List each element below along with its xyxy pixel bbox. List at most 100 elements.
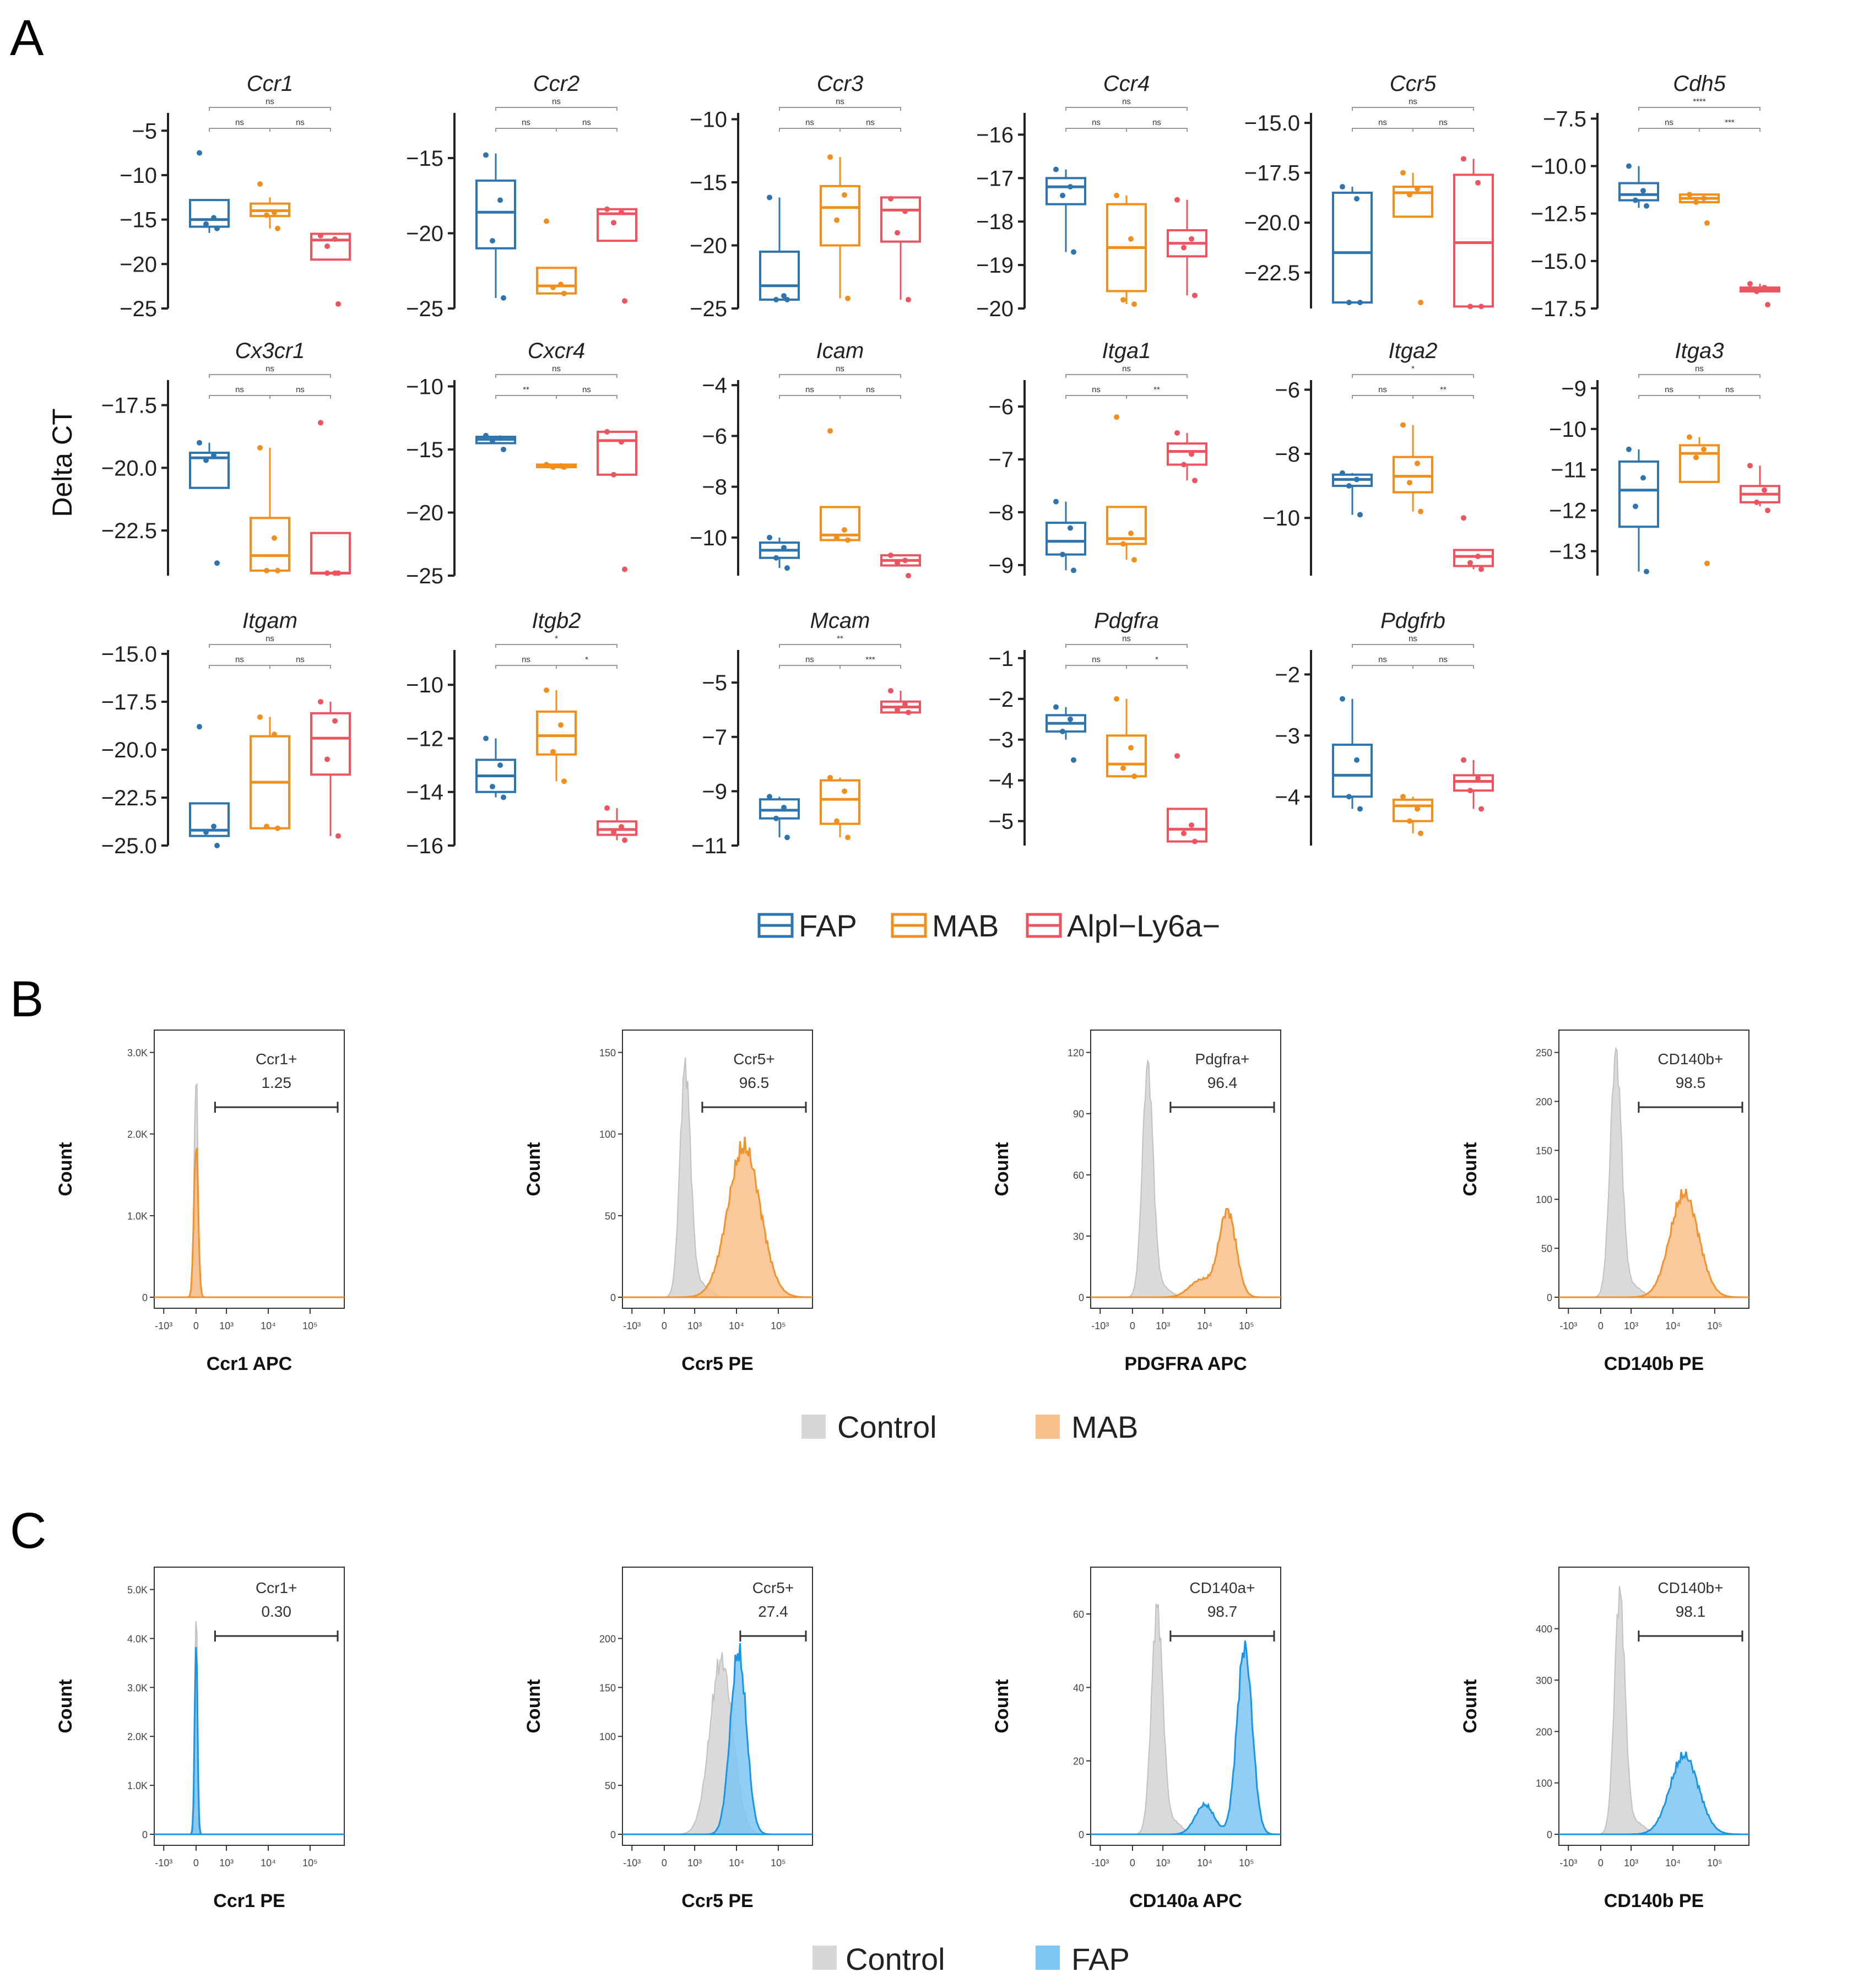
- data-point: [1120, 297, 1126, 303]
- data-point: [1415, 461, 1420, 467]
- flow-plot-ccr1-apc: 0 1.0K 2.0K 3.0K -10³ 0 10³ 10⁴ 10⁵ Ccr1+ 1.25 Ccr1…: [55, 1030, 345, 1374]
- sig-bracket: [1638, 374, 1761, 378]
- sig-bracket: [779, 107, 901, 111]
- flow-ylabel: Count: [992, 1142, 1012, 1196]
- data-point: [332, 718, 338, 724]
- sig-bracket: [1352, 644, 1474, 648]
- gate-percent: 98.1: [1676, 1603, 1706, 1620]
- y-tick-label: −6: [702, 424, 727, 448]
- data-point: [197, 150, 202, 156]
- data-point: [490, 437, 495, 443]
- legend-b-control-label: Control: [837, 1410, 937, 1444]
- sig-bracket: [495, 128, 557, 132]
- box-mab: [820, 774, 860, 841]
- boxplot-pdgfra: Pdgfra −1 −2 −3 −4 −5 ns * ns: [988, 609, 1207, 846]
- gate-percent: 96.4: [1207, 1074, 1238, 1091]
- y-tick-label: −10: [120, 164, 157, 188]
- flow-y-tick-label: 0: [1547, 1829, 1552, 1840]
- box-fap: [189, 150, 230, 233]
- data-point: [483, 432, 489, 438]
- data-point: [275, 225, 280, 231]
- gene-title: Cdh5: [1673, 72, 1726, 96]
- data-point: [604, 805, 610, 811]
- flow-plot-ccr5-pe: 0 50 100 150 -10³ 0 10³ 10⁴ 10⁵ Ccr5+ 96.5 Ccr5 PE C…: [523, 1030, 813, 1374]
- data-point: [767, 794, 772, 800]
- data-point: [1128, 745, 1134, 751]
- y-tick-label: −2: [1275, 663, 1300, 687]
- sig-bracket: [556, 128, 617, 132]
- data-point: [1640, 188, 1646, 194]
- sig-label: ns: [1665, 118, 1673, 127]
- box-mab: [250, 445, 290, 573]
- data-point: [906, 709, 911, 716]
- data-point: [324, 570, 330, 576]
- flow-row-c: 0 1.0K 2.0K 3.0K 4.0K 5.0K -10³ 0 10³ 10⁴ 10⁵ Ccr1+…: [55, 1567, 1749, 1911]
- boxplot-itgb2: Itgb2 −10 −12 −14 −16 ns * *: [406, 609, 637, 858]
- sample-histogram: [622, 1136, 812, 1298]
- flow-ylabel: Count: [523, 1142, 544, 1196]
- data-point: [1704, 560, 1710, 566]
- y-tick-label: −8: [702, 475, 727, 500]
- data-point: [834, 818, 839, 824]
- legend-c-control-label: Control: [846, 1942, 945, 1976]
- box-iqr: [1618, 182, 1659, 202]
- box-fap: [189, 440, 230, 566]
- flow-ylabel: Count: [55, 1142, 76, 1196]
- y-tick-label: −15: [406, 438, 443, 462]
- data-point: [272, 209, 277, 215]
- flow-xlabel: CD140a APC: [1129, 1891, 1242, 1911]
- y-tick-label: −16: [976, 123, 1014, 147]
- sig-label: ns: [1092, 655, 1101, 664]
- flow-xlabel: Ccr5 PE: [681, 1353, 753, 1374]
- y-tick-label: −13: [1549, 540, 1586, 564]
- flow-x-tick-label: 0: [662, 1857, 667, 1868]
- flow-y-tick-label: 1.0K: [127, 1211, 148, 1222]
- sig-label: ns: [1695, 364, 1704, 373]
- gate-name: CD140b+: [1657, 1050, 1723, 1068]
- box-alpl: [597, 805, 637, 843]
- legend-a-fap-label: FAP: [799, 908, 857, 943]
- boxplot-itgam: Itgam −15.0 −17.5 −20.0 −22.5 −25.0 ns ns ns: [101, 609, 351, 858]
- gate-percent: 1.25: [261, 1074, 291, 1091]
- data-point: [318, 420, 323, 426]
- data-point: [1644, 568, 1649, 575]
- boxplot-itga3: Itga3 −9 −10 −11 −12 −13 ns ns ns: [1549, 339, 1780, 576]
- gene-title: Pdgfra: [1094, 609, 1159, 633]
- y-tick-label: −7.5: [1543, 107, 1586, 131]
- data-point: [1053, 704, 1059, 710]
- data-point: [1693, 199, 1699, 205]
- data-point: [1128, 530, 1134, 537]
- box-alpl: [1453, 515, 1494, 572]
- sig-label: **: [523, 385, 529, 394]
- flow-x-tick-label: 10³: [687, 1320, 702, 1331]
- box-alpl: [1167, 430, 1207, 484]
- data-point: [550, 464, 556, 470]
- data-point: [781, 293, 787, 299]
- box-fap: [1046, 166, 1086, 255]
- sig-label: ns: [866, 118, 875, 127]
- box-fap: [1332, 470, 1373, 518]
- panel-a-ylabel: Delta CT: [47, 408, 78, 517]
- flow-y-tick-label: 50: [1541, 1243, 1552, 1254]
- sig-label: ns: [266, 634, 274, 643]
- sig-label: ns: [235, 655, 244, 664]
- flow-x-tick-label: -10³: [623, 1320, 641, 1331]
- data-point: [888, 552, 893, 559]
- box-iqr: [759, 250, 800, 301]
- data-point: [622, 566, 627, 572]
- data-point: [257, 445, 263, 451]
- flow-y-tick-label: 0: [142, 1292, 148, 1303]
- box-iqr: [189, 451, 230, 489]
- flow-x-tick-label: 10³: [1624, 1857, 1638, 1868]
- flow-x-tick-label: 0: [1598, 1857, 1604, 1868]
- flow-x-tick-label: 10⁵: [1239, 1857, 1254, 1868]
- y-tick-label: −20.0: [101, 456, 157, 480]
- y-tick-label: −4: [1275, 785, 1300, 809]
- sig-label: ns: [1122, 364, 1131, 373]
- flow-x-tick-label: -10³: [1091, 1857, 1109, 1868]
- data-point: [1762, 487, 1767, 493]
- y-tick-label: −5: [702, 671, 727, 695]
- box-iqr: [1618, 460, 1659, 528]
- y-tick-label: −5: [132, 119, 157, 143]
